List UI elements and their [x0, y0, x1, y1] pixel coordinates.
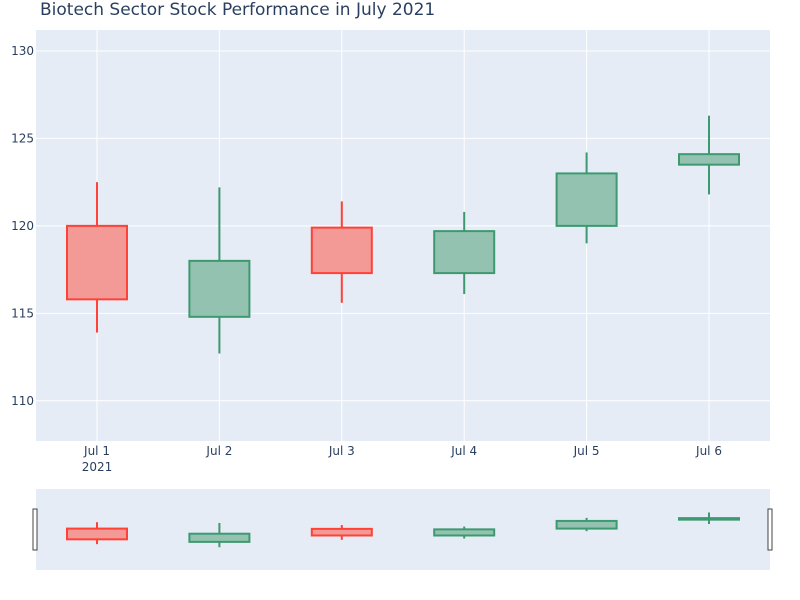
mini-candle-jul-4 [433, 526, 496, 539]
candle-body [188, 259, 251, 318]
y-axis-ticks: 110 115 120 125 130 [11, 44, 34, 408]
mini-candle-jul-3 [310, 525, 373, 540]
x-tick-label: Jul 1 [83, 444, 110, 458]
x-tick-label: Jul 3 [328, 444, 355, 458]
y-tick-label: 125 [11, 131, 34, 145]
y-tick-label: 120 [11, 219, 34, 233]
mini-candle-jul-2 [188, 522, 251, 548]
candle-jul-3 [310, 201, 373, 303]
candle-body [66, 224, 128, 301]
y-tick-label: 110 [11, 394, 34, 408]
x-tick-year-label: 2021 [82, 460, 113, 474]
mini-candle-body [66, 527, 128, 541]
plot-area [36, 30, 770, 441]
candle-jul-4 [433, 211, 496, 295]
candle-body [433, 230, 496, 275]
chart-title: Biotech Sector Stock Performance in July… [40, 0, 436, 20]
range-slider[interactable] [36, 489, 770, 570]
x-tick-label: Jul 6 [695, 444, 722, 458]
range-slider-left-handle[interactable] [32, 508, 38, 551]
mini-candle-body [678, 517, 740, 521]
mini-candle-body [555, 519, 618, 530]
x-tick-label: Jul 2 [205, 444, 232, 458]
mini-candle-body [310, 527, 373, 537]
candle-jul-5 [555, 152, 618, 244]
x-tick-label: Jul 5 [573, 444, 600, 458]
mini-candle-jul-6 [678, 512, 740, 524]
candle-jul-2 [188, 187, 251, 354]
y-tick-label: 130 [11, 44, 34, 58]
candle-jul-6 [678, 115, 740, 195]
mini-candle-body [188, 532, 251, 543]
mini-candle-jul-1 [66, 522, 128, 545]
candles [66, 115, 740, 354]
mini-candle-jul-5 [555, 517, 618, 532]
candle-body [555, 172, 618, 227]
candle-jul-1 [66, 182, 128, 333]
mini-candle-body [433, 528, 496, 537]
range-slider-candles [66, 512, 740, 548]
x-axis-ticks: Jul 1 Jul 2 Jul 3 Jul 4 Jul 5 Jul 6 2021 [82, 444, 722, 474]
y-tick-label: 115 [11, 306, 34, 320]
candle-body [678, 153, 740, 166]
x-tick-label: Jul 4 [450, 444, 477, 458]
candle-body [310, 226, 373, 275]
range-slider-right-handle[interactable] [767, 508, 773, 551]
